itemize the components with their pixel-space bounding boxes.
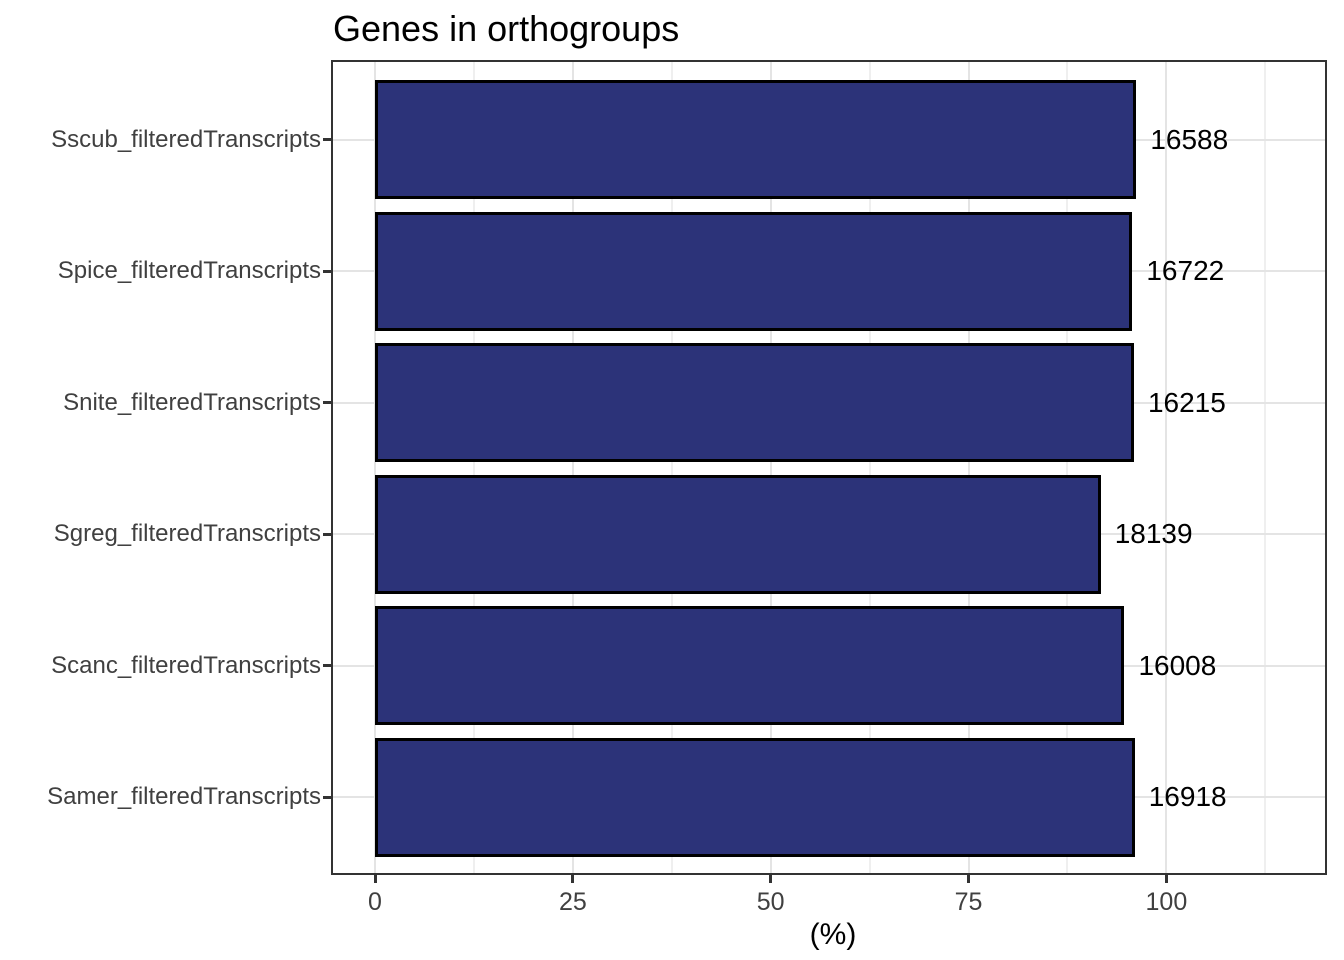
y-axis-label: Scanc_filteredTranscripts bbox=[51, 651, 321, 679]
x-tick-label: 25 bbox=[558, 888, 587, 916]
bar-value-label: 18139 bbox=[1114, 518, 1193, 549]
y-axis-label: Spice_filteredTranscripts bbox=[57, 257, 321, 284]
x-minor-gridline bbox=[670, 62, 673, 873]
bar-value-label: 16588 bbox=[1150, 123, 1229, 155]
x-minor-gridline bbox=[868, 62, 871, 873]
x-tick-label: 100 bbox=[1145, 888, 1188, 916]
bar bbox=[375, 737, 1135, 857]
bar bbox=[375, 474, 1101, 594]
bar-value-label: 16008 bbox=[1138, 649, 1217, 681]
bar bbox=[375, 80, 1137, 199]
bar bbox=[375, 211, 1133, 331]
plot-panel: 16588 16722 16215 18139 16008 16918 bbox=[331, 60, 1327, 875]
x-axis-tick bbox=[373, 875, 377, 883]
y-axis-label: Sscub_filteredTranscripts bbox=[51, 125, 321, 153]
bar-value-label: 16722 bbox=[1146, 255, 1225, 286]
y-axis-label: Snite_filteredTranscripts bbox=[63, 388, 321, 416]
x-major-gridline bbox=[967, 62, 970, 873]
x-major-gridline bbox=[374, 62, 376, 873]
y-axis-tick bbox=[323, 138, 331, 141]
x-axis-title: (%) bbox=[809, 918, 857, 951]
chart-title: Genes in orthogroups bbox=[333, 8, 680, 49]
bar-value-label: 16918 bbox=[1148, 781, 1227, 812]
x-axis-tick bbox=[967, 875, 971, 883]
x-minor-gridline bbox=[1264, 62, 1267, 873]
x-tick-label: 50 bbox=[756, 888, 785, 916]
x-major-gridline bbox=[769, 62, 772, 873]
y-axis-tick bbox=[323, 401, 331, 404]
bar-value-label: 16215 bbox=[1147, 386, 1226, 418]
y-axis-tick bbox=[323, 664, 331, 667]
x-axis-tick bbox=[571, 875, 575, 883]
y-axis-label: Samer_filteredTranscripts bbox=[47, 783, 321, 810]
x-axis-tick bbox=[769, 875, 773, 883]
x-axis-tick bbox=[1164, 875, 1168, 883]
x-minor-gridline bbox=[1066, 62, 1069, 873]
y-axis-tick bbox=[323, 532, 331, 536]
x-tick-label: 0 bbox=[368, 888, 382, 916]
x-minor-gridline bbox=[472, 62, 475, 873]
x-tick-label: 75 bbox=[954, 888, 983, 916]
y-axis-label: Sgreg_filteredTranscripts bbox=[53, 520, 321, 547]
y-axis-tick bbox=[323, 269, 331, 273]
bar bbox=[375, 606, 1125, 725]
x-major-gridline bbox=[571, 62, 574, 873]
bar bbox=[375, 343, 1134, 462]
y-axis-tick bbox=[323, 795, 331, 799]
x-major-gridline bbox=[1165, 62, 1168, 873]
